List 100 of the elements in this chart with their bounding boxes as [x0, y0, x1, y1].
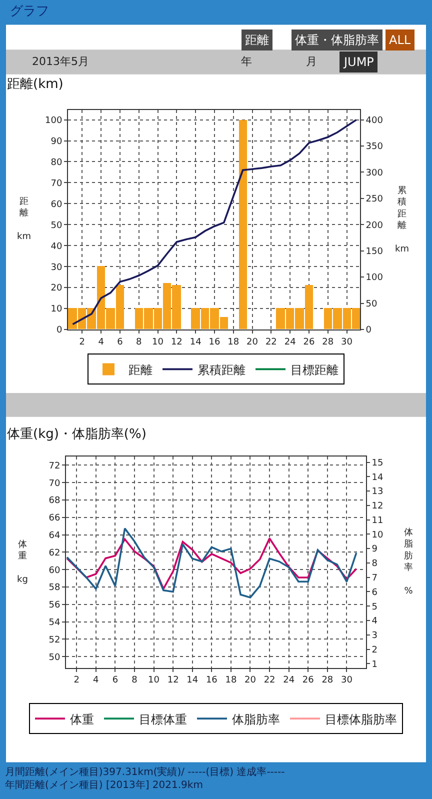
- legend-label: 累積距離: [198, 362, 246, 377]
- text: JUMP: [343, 55, 374, 69]
- x-tick-label: 30: [341, 337, 353, 348]
- y-tick-label: 80: [50, 158, 62, 168]
- y2-tick-label: 0: [366, 326, 372, 336]
- y2-tick-label: 6: [372, 588, 378, 598]
- x-tick-label: 28: [322, 337, 334, 348]
- text: 距離 km: [17, 197, 31, 242]
- y2-tick-label: 9: [372, 544, 378, 555]
- x-tick-label: 6: [117, 337, 124, 348]
- y-tick-label: 50: [48, 652, 60, 663]
- x-tick-label: 12: [170, 337, 182, 348]
- y2-tick-label: 5: [372, 602, 378, 612]
- x-tick-label: 16: [206, 676, 218, 686]
- legend-label: 目標体脂肪率: [325, 712, 397, 726]
- y2-tick-label: 15: [372, 458, 384, 468]
- chart-title: 距離(km): [7, 77, 64, 92]
- y-tick-label: 72: [48, 461, 60, 472]
- x-tick-label: 6: [112, 676, 118, 686]
- x-tick-label: 14: [190, 337, 202, 348]
- y-tick-label: 56: [48, 600, 60, 611]
- y-tick-label: 60: [48, 566, 60, 576]
- y-tick-label: 30: [50, 262, 62, 273]
- text: 年間距離(メイン種目) [2013年] 2021.9km: [5, 779, 203, 791]
- x-tick-label: 16: [208, 337, 220, 348]
- x-tick-label: 10: [148, 676, 160, 686]
- text: グラフ: [10, 4, 49, 19]
- legend-label: 目標距離: [290, 362, 338, 377]
- chart-title: 体重(kg)・体脂肪率(%): [7, 426, 146, 442]
- y-tick-label: 58: [48, 583, 60, 594]
- y2-tick-label: 350: [366, 142, 384, 152]
- y-tick-label: 60: [50, 200, 62, 210]
- legend-label: 距離: [128, 362, 152, 377]
- text: 年: [241, 55, 252, 68]
- y-tick-label: 66: [48, 514, 60, 524]
- text: 2013年5月: [32, 55, 89, 68]
- y-tick-label: 54: [48, 618, 60, 628]
- y-tick-label: 90: [50, 136, 62, 147]
- text: 月間距離(メイン種目)397.31km(実績)/ -----(目標) 達成率-----: [5, 766, 286, 778]
- y2-tick-label: 7: [372, 573, 378, 584]
- y2-tick-label: 10: [372, 530, 384, 540]
- y2-tick-label: 100: [366, 273, 384, 284]
- y2-tick-label: 150: [366, 247, 384, 258]
- x-tick-label: 28: [322, 676, 334, 686]
- x-tick-label: 2: [79, 337, 86, 348]
- line-series: [66, 537, 358, 590]
- y-tick-label: 40: [50, 242, 62, 252]
- y2-tick-label: 400: [366, 116, 384, 126]
- x-tick-label: 8: [132, 676, 138, 686]
- y2-tick-label: 11: [372, 516, 384, 526]
- x-tick-label: 22: [264, 676, 276, 686]
- y2-tick-label: 250: [366, 194, 384, 205]
- text: 体重・体脂肪率: [295, 33, 379, 47]
- line-series: [72, 118, 358, 326]
- text: 月: [306, 55, 317, 68]
- x-tick-label: 20: [246, 337, 258, 348]
- y-tick-label: 64: [48, 530, 60, 541]
- x-tick-label: 18: [225, 676, 237, 686]
- y2-tick-label: 12: [372, 502, 384, 512]
- x-tick-label: 18: [228, 337, 240, 348]
- y-tick-label: 70: [48, 478, 60, 489]
- y-tick-label: 0: [56, 326, 62, 336]
- bar: [239, 120, 247, 330]
- y2-tick-label: 300: [366, 168, 384, 178]
- x-tick-label: 4: [93, 676, 100, 686]
- y-tick-label: 100: [45, 116, 62, 126]
- y-tick-label: 52: [48, 635, 60, 646]
- x-tick-label: 12: [167, 676, 179, 686]
- y-tick-label: 10: [50, 304, 62, 315]
- y2-tick-label: 50: [366, 299, 378, 310]
- text: ALL: [389, 33, 411, 47]
- x-tick-label: 14: [186, 676, 198, 686]
- x-tick-label: 22: [265, 337, 277, 348]
- x-tick-label: 10: [152, 337, 164, 348]
- y2-tick-label: 14: [372, 472, 384, 483]
- y2-tick-label: 4: [372, 616, 378, 627]
- x-tick-label: 26: [303, 337, 315, 348]
- text: 体脂肪率 %: [404, 528, 413, 596]
- x-tick-label: 4: [98, 337, 104, 348]
- legend-label: 体重: [70, 712, 94, 726]
- x-tick-label: 24: [284, 337, 296, 348]
- y-tick-label: 50: [50, 220, 62, 231]
- x-tick-label: 2: [74, 676, 80, 686]
- y2-tick-label: 13: [372, 487, 384, 498]
- text: 体重 kg: [17, 540, 28, 586]
- x-tick-label: 26: [302, 676, 314, 686]
- text: 累積距離 km: [395, 186, 409, 254]
- x-tick-label: 30: [340, 676, 353, 686]
- y-tick-label: 62: [48, 548, 60, 558]
- text: 距離: [245, 33, 269, 47]
- y2-tick-label: 1: [372, 660, 378, 670]
- legend-label: 目標体重: [139, 712, 187, 726]
- y2-tick-label: 2: [372, 645, 378, 656]
- y2-tick-label: 8: [372, 559, 378, 570]
- y-tick-label: 70: [50, 178, 62, 189]
- y2-tick-label: 3: [372, 631, 378, 642]
- y2-tick-label: 200: [366, 220, 384, 231]
- y-tick-label: 20: [50, 284, 62, 294]
- x-tick-label: 20: [244, 676, 256, 686]
- x-tick-label: 24: [283, 676, 295, 686]
